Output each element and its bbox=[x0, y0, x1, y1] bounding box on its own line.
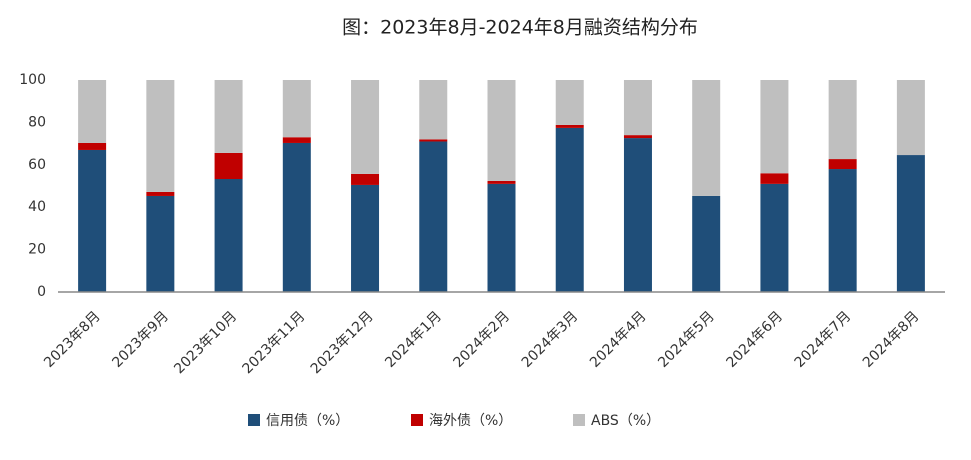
bar-segment bbox=[214, 179, 243, 292]
legend-label: ABS（%） bbox=[591, 413, 660, 429]
y-tick-label: 20 bbox=[28, 242, 46, 258]
x-tick-label: 2024年7月 bbox=[792, 308, 855, 371]
bar-segment bbox=[419, 139, 448, 142]
bar-segment bbox=[282, 137, 311, 143]
bar-segment bbox=[146, 80, 175, 192]
bar-segment bbox=[487, 180, 516, 184]
bar-segment bbox=[760, 173, 789, 184]
bar-segment bbox=[282, 142, 311, 292]
x-tick-label: 2024年5月 bbox=[655, 308, 718, 371]
bar-segment bbox=[555, 80, 584, 125]
bar-segment bbox=[419, 80, 448, 140]
bar-segment bbox=[78, 149, 107, 292]
bar-segment bbox=[214, 152, 243, 180]
x-tick-label: 2024年1月 bbox=[382, 308, 445, 371]
bar-segment bbox=[351, 184, 380, 292]
x-tick-label: 2023年11月 bbox=[240, 308, 309, 377]
bar-segment bbox=[351, 80, 380, 174]
x-tick-label: 2024年2月 bbox=[451, 308, 514, 371]
bar-segment bbox=[828, 169, 857, 292]
chart-title: 图：2023年8月-2024年8月融资结构分布 bbox=[342, 17, 698, 39]
bar-segment bbox=[760, 183, 789, 292]
bar-segment bbox=[623, 135, 652, 139]
legend-swatch bbox=[411, 414, 423, 426]
bar-segment bbox=[78, 142, 107, 150]
bar-segment bbox=[896, 155, 925, 292]
bar-segment bbox=[896, 80, 925, 156]
bar-segment bbox=[419, 141, 448, 292]
bar-segment bbox=[351, 173, 380, 185]
bar-segment bbox=[623, 138, 652, 292]
bar-segment bbox=[78, 80, 107, 143]
y-tick-label: 100 bbox=[19, 72, 46, 88]
bar-segment bbox=[555, 127, 584, 292]
bar-segment bbox=[487, 183, 516, 292]
x-tick-label: 2024年6月 bbox=[723, 308, 786, 371]
bar-segment bbox=[828, 80, 857, 160]
x-tick-label: 2023年8月 bbox=[41, 308, 104, 371]
x-tick-label: 2023年10月 bbox=[171, 308, 240, 377]
bar-segment bbox=[828, 159, 857, 170]
bar-segment bbox=[146, 191, 175, 196]
y-tick-label: 40 bbox=[28, 199, 46, 215]
bar-segment bbox=[623, 80, 652, 136]
y-tick-label: 80 bbox=[28, 114, 46, 130]
bar-segment bbox=[282, 80, 311, 138]
bar-segment bbox=[214, 80, 243, 153]
bar-segment bbox=[692, 80, 721, 196]
legend-swatch bbox=[248, 414, 260, 426]
x-tick-label: 2023年12月 bbox=[308, 308, 377, 377]
x-tick-label: 2024年4月 bbox=[587, 308, 650, 371]
x-tick-label: 2023年9月 bbox=[109, 308, 172, 371]
y-tick-label: 60 bbox=[28, 157, 46, 173]
legend-swatch bbox=[573, 414, 585, 426]
legend-label: 信用债（%） bbox=[266, 413, 349, 429]
bar-segment bbox=[487, 80, 516, 181]
bar-segment bbox=[555, 124, 584, 128]
x-tick-label: 2024年3月 bbox=[519, 308, 582, 371]
y-tick-label: 0 bbox=[37, 284, 46, 300]
bar-segment bbox=[760, 80, 789, 174]
bar-segment bbox=[692, 195, 721, 292]
x-tick-label: 2024年8月 bbox=[860, 308, 923, 371]
bar-segment bbox=[146, 195, 175, 292]
legend-label: 海外债（%） bbox=[429, 413, 512, 429]
